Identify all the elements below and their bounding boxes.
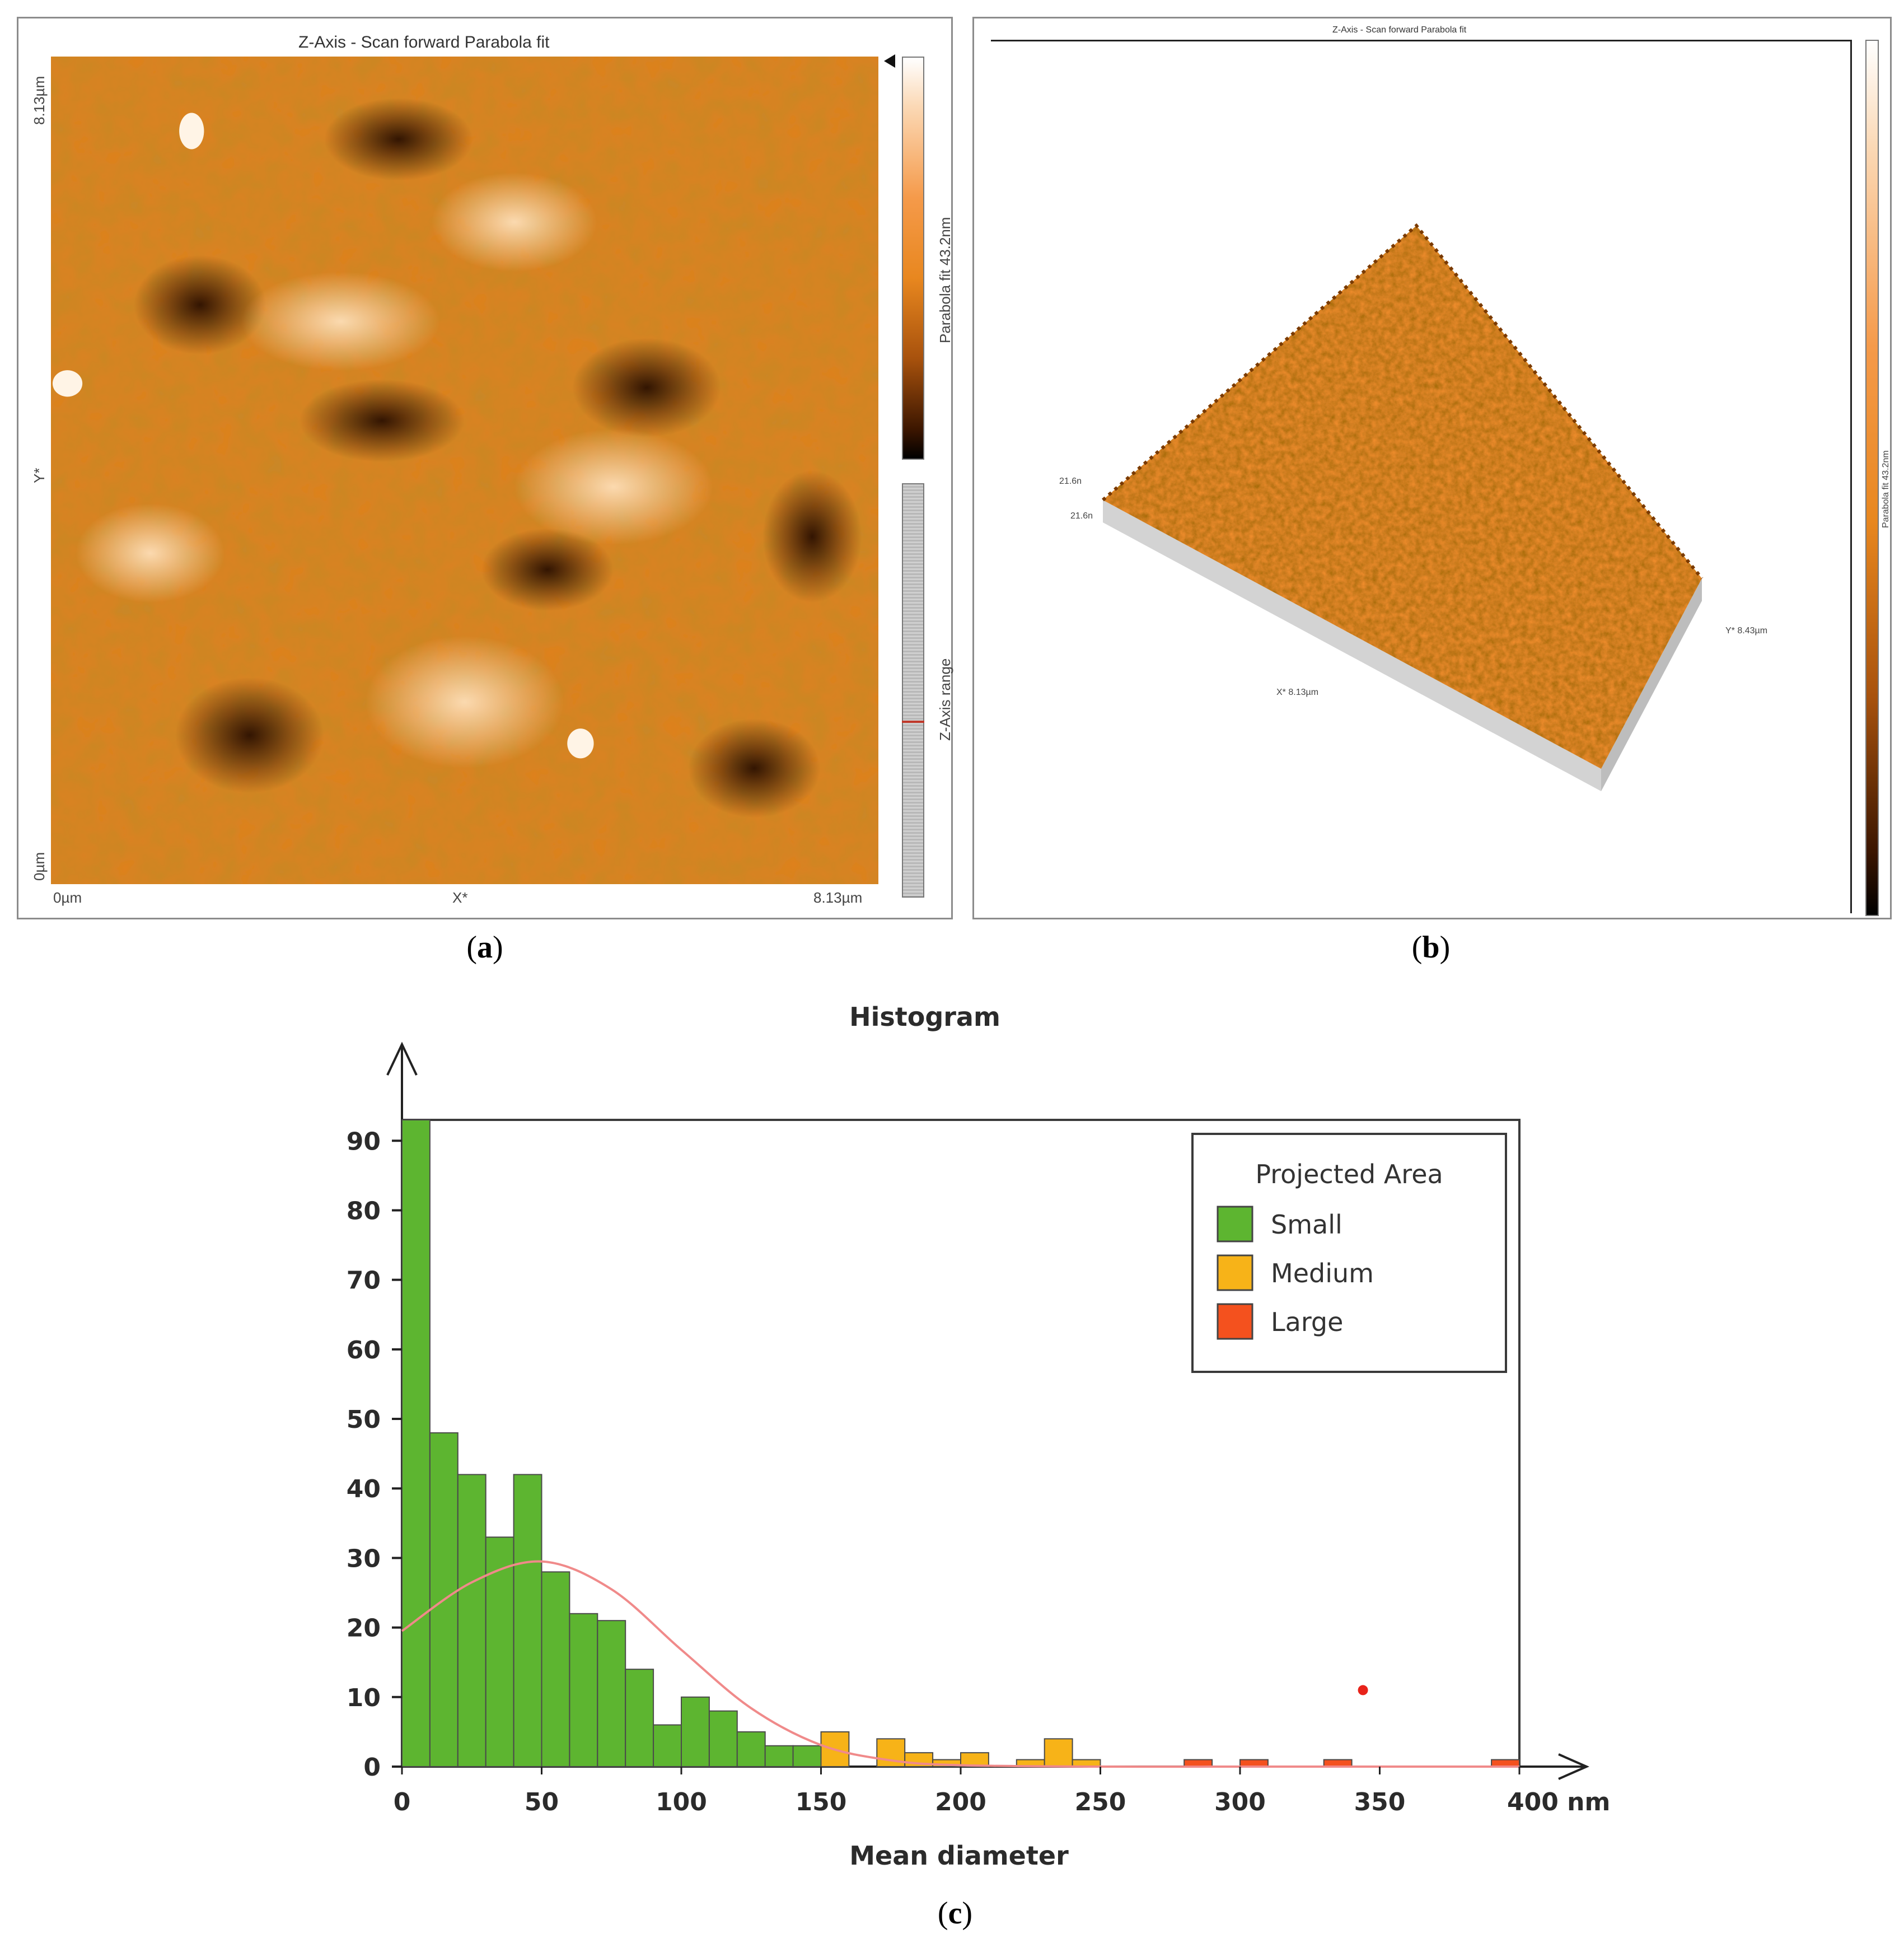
legend-swatch — [1217, 1254, 1253, 1291]
panel-a-range-label: Z-Axis range — [937, 658, 953, 741]
histogram-bar — [541, 1571, 570, 1767]
y-tick-label: 60 — [347, 1336, 381, 1365]
y-tick-label: 10 — [347, 1684, 381, 1712]
histogram-bar — [513, 1474, 542, 1767]
panel-b-frame-right-line — [1850, 40, 1852, 913]
panel-b-colorbar-label: Parabola fit 43.2nm — [1881, 450, 1891, 528]
y-tick-label: 40 — [347, 1475, 381, 1503]
afm-3d-surface — [1102, 223, 1704, 791]
panel-a-x-mid-label: X* — [452, 889, 468, 906]
legend-title: Projected Area — [1255, 1159, 1443, 1189]
x-tick-label: 50 — [525, 1788, 559, 1816]
histogram-bar — [792, 1745, 822, 1768]
panel-a-y-mid-label: Y* — [31, 468, 48, 483]
histogram-bar — [625, 1669, 654, 1767]
x-tick-label: 200 — [935, 1788, 986, 1816]
caption-b: (b) — [1411, 930, 1451, 965]
histogram-bar — [653, 1724, 682, 1768]
panel-a-colorbar-label: Parabola fit 43.2nm — [937, 217, 953, 343]
x-tick-label: 350 — [1354, 1788, 1406, 1816]
panel-a-title: Z-Axis - Scan forward Parabola fit — [298, 33, 550, 52]
y-axis-arrow-icon — [386, 1041, 418, 1076]
legend-label: Medium — [1271, 1258, 1374, 1288]
x-tick-label: 400 nm — [1507, 1788, 1610, 1816]
panel-a-x-left-label: 0µm — [53, 889, 82, 906]
histogram-bar — [681, 1696, 710, 1767]
colorbar-marker-icon — [884, 54, 895, 68]
histogram-bar — [569, 1613, 598, 1767]
y-tick-label: 20 — [347, 1614, 381, 1643]
panel-b-title: Z-Axis - Scan forward Parabola fit — [1332, 25, 1467, 35]
surface-base-left — [1103, 500, 1601, 791]
outlier-point — [1358, 1685, 1368, 1696]
panel-b-frame-top-line — [991, 40, 1850, 41]
panel-b-x-axis-label: X* 8.13µm — [1276, 688, 1319, 697]
histogram-bar — [457, 1474, 486, 1767]
afm-2d-height-map — [51, 57, 878, 884]
panel-a-y-top-label: 8.13µm — [31, 76, 48, 125]
histogram-bar — [401, 1119, 431, 1767]
fit-curve-line — [401, 1560, 1519, 1768]
panel-a-y-bottom-label: 0µm — [31, 852, 48, 881]
legend-swatch — [1217, 1206, 1253, 1243]
panel-a-z-range-bar — [902, 483, 924, 898]
histogram-bar — [485, 1536, 514, 1768]
y-tick-label: 70 — [347, 1267, 381, 1295]
panel-b-afm-3d-view: Z-Axis - Scan forward Parabola fit 21.6n… — [972, 17, 1892, 919]
histogram-chart: Histogram 0 10 20 30 40 50 60 70 80 90 0 50 100 150 20… — [347, 1002, 1611, 1871]
x-tick-label: 100 — [656, 1788, 707, 1816]
x-axis-title: Mean diameter — [849, 1841, 1069, 1871]
panel-a-afm-2d-scan: Z-Axis - Scan forward Parabola fit — [17, 17, 953, 919]
legend-swatch — [1217, 1303, 1253, 1340]
z-range-indicator — [902, 721, 924, 723]
x-tick-label: 0 — [394, 1788, 411, 1816]
histogram-bar — [1044, 1738, 1073, 1768]
y-tick-label: 0 — [363, 1753, 381, 1782]
histogram-bar — [597, 1620, 626, 1768]
x-tick-label: 300 — [1214, 1788, 1266, 1816]
y-tick-label: 90 — [347, 1127, 381, 1156]
panel-a-x-right-label: 8.13µm — [813, 889, 863, 906]
histogram-bar — [736, 1731, 766, 1767]
panel-b-z-label-1: 21.6n — [1059, 477, 1082, 486]
x-tick-label: 250 — [1075, 1788, 1126, 1816]
panel-b-y-axis-label: Y* 8.43µm — [1725, 626, 1768, 636]
chart-title: Histogram — [849, 1002, 1000, 1032]
x-axis-arrow-icon — [1558, 1753, 1589, 1780]
surface-top — [1103, 226, 1702, 769]
surface-base-right — [1601, 578, 1702, 791]
legend-label: Small — [1271, 1209, 1342, 1240]
panel-b-colorbar — [1865, 40, 1879, 916]
histogram-bar — [764, 1745, 794, 1768]
y-tick-label: 50 — [347, 1405, 381, 1434]
histogram-bar — [708, 1710, 738, 1767]
panel-a-colorbar — [902, 57, 924, 460]
y-tick-label: 80 — [347, 1197, 381, 1225]
panel-b-z-label-2: 21.6n — [1070, 511, 1093, 521]
y-tick-label: 30 — [347, 1544, 381, 1573]
caption-a: (a) — [466, 930, 503, 965]
x-tick-label: 150 — [796, 1788, 847, 1816]
legend-label: Large — [1271, 1307, 1343, 1337]
caption-c: (c) — [937, 1896, 973, 1931]
